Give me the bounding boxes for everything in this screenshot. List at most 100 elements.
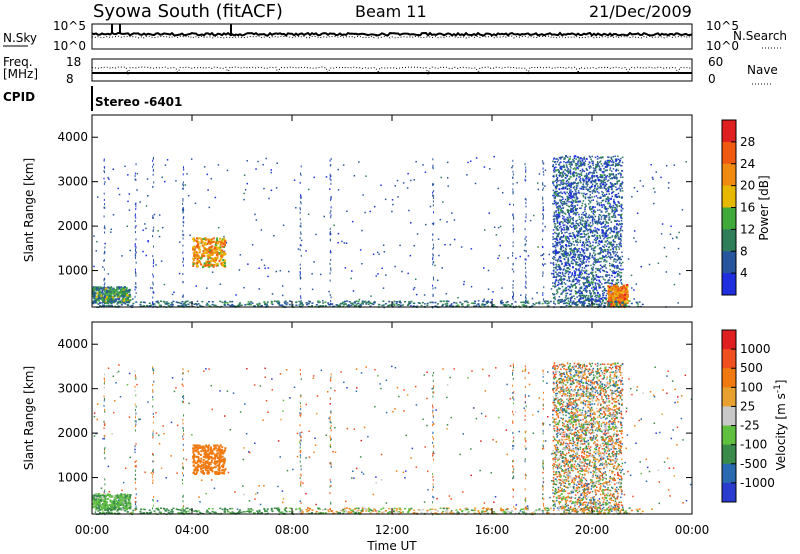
data-cell	[346, 210, 348, 213]
data-cell	[576, 280, 579, 283]
data-cell	[327, 302, 330, 304]
data-cell	[607, 297, 610, 300]
data-cell	[587, 203, 590, 205]
data-cell	[329, 272, 331, 275]
data-cell	[579, 228, 581, 230]
data-cell	[614, 214, 616, 217]
data-cell	[432, 238, 434, 241]
data-cell	[152, 185, 154, 188]
data-cell	[618, 161, 621, 163]
colorbar-tick-label: 4	[740, 266, 748, 280]
data-cell	[574, 181, 576, 184]
data-cell	[104, 203, 106, 206]
data-cell	[615, 297, 618, 299]
data-cell	[612, 155, 615, 158]
data-cell	[445, 293, 448, 295]
data-cell	[574, 282, 577, 285]
data-cell	[243, 286, 245, 289]
data-cell	[615, 301, 618, 303]
data-cell	[606, 174, 609, 177]
data-cell	[581, 260, 583, 263]
data-cell	[337, 168, 339, 171]
data-cell	[601, 265, 603, 268]
data-cell	[255, 168, 257, 170]
data-cell	[599, 305, 602, 307]
data-cell	[157, 302, 160, 304]
data-cell	[555, 211, 557, 213]
data-cell	[619, 279, 622, 282]
data-cell	[601, 255, 604, 257]
data-cell	[147, 240, 149, 242]
data-cell	[615, 295, 618, 298]
data-cell	[113, 295, 116, 298]
data-cell	[512, 173, 514, 176]
data-cell	[556, 158, 558, 160]
data-cell	[221, 301, 224, 304]
data-cell	[615, 208, 618, 211]
data-cell	[210, 251, 213, 254]
data-cell	[571, 272, 573, 274]
nsearch-tick-bottom: 10^0	[706, 39, 739, 53]
data-cell	[579, 251, 581, 254]
data-cell	[126, 293, 129, 296]
data-cell	[194, 250, 197, 253]
data-cell	[537, 182, 539, 184]
data-cell	[588, 214, 590, 216]
data-cell	[616, 182, 619, 185]
data-cell	[612, 204, 615, 207]
data-cell	[192, 239, 195, 242]
data-cell	[117, 187, 119, 190]
data-cell	[611, 270, 613, 273]
data-cell	[615, 204, 618, 206]
data-cell	[583, 192, 585, 195]
data-cell	[668, 182, 670, 184]
data-cell	[580, 255, 583, 258]
data-cell	[182, 273, 184, 276]
data-cell	[581, 160, 584, 162]
data-cell	[620, 262, 623, 265]
data-cell	[596, 187, 599, 190]
data-cell	[619, 256, 622, 259]
data-cell	[117, 296, 120, 299]
data-cell	[583, 287, 586, 290]
data-cell	[182, 166, 184, 169]
data-cell	[590, 185, 593, 188]
data-cell	[330, 267, 332, 270]
data-cell	[557, 259, 559, 261]
data-cell	[209, 243, 212, 246]
data-cell	[615, 226, 618, 229]
data-cell	[576, 163, 578, 165]
data-cell	[581, 186, 583, 188]
data-cell	[182, 294, 184, 297]
data-cell	[565, 221, 568, 223]
data-cell	[206, 173, 209, 176]
data-cell	[592, 164, 594, 166]
data-cell	[602, 171, 605, 174]
data-cell	[556, 235, 559, 238]
freq-panel: Freq. [MHz] 18 8 60 0 Nave	[3, 55, 778, 86]
data-cell	[553, 302, 555, 304]
data-cell	[196, 300, 199, 303]
data-cell	[574, 204, 576, 207]
data-cell	[355, 300, 358, 303]
data-cell	[407, 302, 410, 305]
data-cell	[609, 298, 612, 301]
data-cell	[592, 249, 595, 252]
data-cell	[595, 239, 597, 242]
data-cell	[103, 286, 106, 289]
data-cell	[604, 281, 607, 284]
data-cell	[577, 161, 579, 164]
data-cell	[297, 248, 300, 250]
nsearch-series	[91, 35, 693, 39]
data-cell	[585, 220, 588, 223]
data-cell	[612, 272, 614, 274]
data-cell	[543, 257, 545, 260]
data-cell	[204, 264, 207, 267]
data-cell	[204, 251, 207, 254]
data-cell	[134, 175, 136, 178]
data-cell	[556, 219, 558, 221]
data-cell	[573, 276, 576, 279]
data-cell	[553, 300, 555, 303]
data-cell	[572, 241, 575, 243]
data-cell	[603, 237, 605, 240]
